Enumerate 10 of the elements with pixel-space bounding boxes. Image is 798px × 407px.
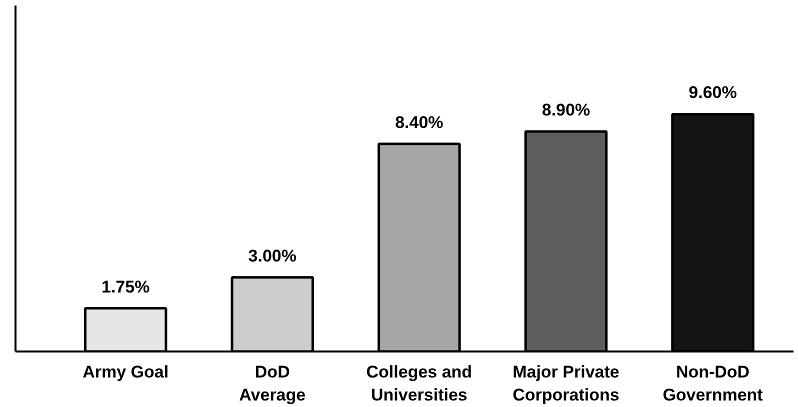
- x-tick-label: Major Private Corporations: [512, 362, 620, 404]
- x-tick-label: Non-DoD Government: [662, 362, 764, 404]
- data-label: 1.75%: [101, 277, 150, 296]
- data-label: 8.40%: [395, 112, 444, 132]
- x-tick-label: Army Goal: [82, 362, 169, 382]
- x-tick-label: DoD Average: [239, 362, 306, 404]
- data-label: 9.60%: [688, 83, 737, 102]
- data-label: 8.90%: [542, 100, 590, 120]
- data-label: 3.00%: [248, 246, 296, 266]
- x-tick-label: Colleges and Universities: [366, 362, 472, 404]
